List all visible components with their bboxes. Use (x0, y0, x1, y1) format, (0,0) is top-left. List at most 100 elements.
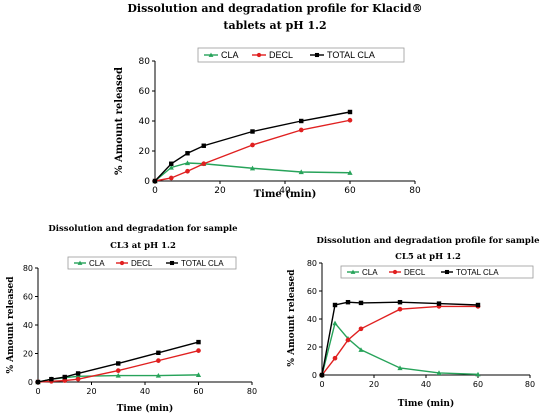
chart-2-data-point (62, 378, 68, 383)
chart-1-x-axis-title: Time (min) (254, 189, 317, 200)
chart-3-series-total-cla (319, 299, 481, 378)
chart-3-legend-box (340, 265, 534, 279)
chart-1-legend-box (197, 47, 405, 63)
chart-3-data-point (475, 302, 481, 308)
chart-1-title-line-1: Dissolution and degradation profile for … (127, 2, 422, 15)
chart-3-x-axis-title: Time (min) (398, 398, 455, 409)
chart-3-legend: CLA DECL TOTAL CLA (340, 265, 534, 279)
chart-3-y-axis-title: % Amount released (287, 269, 297, 367)
chart-2-legend-label: TOTAL CLA (181, 259, 224, 268)
chart-2-data-point (75, 371, 81, 376)
chart-2-legend: CLA DECL TOTAL CLA (67, 256, 237, 270)
chart-1-data-point (299, 118, 304, 124)
chart-1-data-point (168, 164, 174, 170)
chart-1-data-point (347, 170, 353, 175)
chart-2-y-tick-label: 20 (23, 350, 33, 359)
chart-1-data-point (298, 127, 304, 133)
chart-1-y-tick-label: 20 (139, 147, 151, 157)
chart-1-y-tick-label: 80 (139, 57, 151, 67)
chart-1-legend-swatch-marker (314, 52, 320, 58)
chart-1-data-point (185, 151, 190, 156)
chart-1-legend-label: CLA (221, 50, 239, 60)
chart-3-data-point (358, 326, 364, 332)
chart-2-y-axis-title: % Amount released (6, 276, 16, 374)
chart-2-data-point (116, 361, 121, 366)
chart-2-series-total-cla (35, 339, 201, 385)
chart-3: Dissolution and degradation profile for … (287, 236, 540, 409)
chart-3-legend-swatch-marker (444, 269, 450, 275)
chart-1-title-line-2: tablets at pH 1.2 (223, 19, 326, 32)
chart-1-legend-swatch-marker (256, 52, 262, 58)
chart-1-x-tick-label: 80 (409, 186, 421, 196)
chart-1-legend-label: TOTAL CLA (327, 50, 375, 60)
chart-3-data-point (358, 347, 364, 352)
chart-3-x-tick-label: 80 (525, 380, 535, 389)
chart-2-title-line-1: Dissolution and degradation for sample (48, 224, 238, 234)
chart-3-data-point (436, 370, 442, 375)
chart-1-data-point (152, 178, 158, 184)
chart-2-data-point (75, 376, 81, 382)
chart-1-data-point (201, 161, 207, 167)
chart-3-title-line-1: Dissolution and degradation profile for … (317, 236, 541, 246)
chart-2-data-point (156, 358, 161, 363)
chart-2-y-tick-label: 0 (28, 378, 33, 387)
chart-3-y-tick-label: 0 (312, 371, 317, 380)
chart-3-data-point (436, 301, 442, 306)
chart-1-x-tick-label: 60 (344, 186, 356, 196)
chart-2-x-tick-label: 0 (35, 387, 40, 396)
chart-3-y-tick-label: 40 (307, 315, 317, 324)
chart-3-data-point (332, 355, 338, 361)
chart-3-data-point (397, 306, 403, 312)
chart-2: Dissolution and degradation for sample CL… (6, 224, 257, 414)
chart-3-x-tick-label: 40 (421, 380, 431, 389)
chart-1: Dissolution and degradation profile for … (114, 2, 423, 200)
chart-3-series-line (321, 305, 478, 376)
chart-1-x-tick-label: 20 (214, 186, 226, 196)
chart-2-data-point (195, 372, 202, 377)
chart-1-series-decl (152, 117, 353, 184)
chart-3-legend-label: CLA (362, 268, 378, 277)
chart-3-data-point (332, 302, 338, 308)
chart-2-legend-label: CLA (89, 259, 105, 268)
chart-3-x-tick-label: 60 (473, 380, 483, 389)
chart-2-data-point (115, 368, 121, 373)
chart-3-legend-swatch-marker (392, 269, 398, 275)
chart-2-data-point (49, 376, 54, 382)
chart-3-y-tick-label: 80 (307, 259, 317, 268)
chart-1-x-tick-label: 40 (279, 186, 291, 196)
chart-1-data-point (250, 129, 255, 134)
chart-1-data-point (185, 168, 190, 174)
chart-1-legend-label: DECL (269, 50, 293, 60)
chart-3-x-tick-label: 0 (319, 380, 324, 389)
chart-1-data-point (249, 165, 256, 171)
chart-1-y-axis-title: % Amount released (114, 67, 125, 175)
chart-2-data-point (196, 339, 201, 345)
chart-1-data-point (201, 143, 206, 148)
chart-1-legend-swatch-marker (208, 52, 214, 57)
chart-2-legend-swatch-marker (77, 260, 83, 265)
chart-1-series-total-cla (152, 109, 353, 184)
chart-3-y-tick-label: 60 (307, 287, 317, 296)
chart-2-data-point (62, 374, 67, 380)
chart-3-legend-label: DECL (404, 268, 426, 277)
chart-1-series-cla (152, 160, 353, 184)
chart-3-series-line (321, 301, 479, 376)
chart-3-series-cla (319, 320, 481, 378)
chart-1-data-point (298, 169, 304, 175)
chart-2-y-tick-label: 60 (23, 293, 33, 302)
chart-1-data-point (184, 160, 191, 166)
chart-3-data-point (345, 337, 351, 343)
chart-1-data-point (347, 117, 353, 123)
chart-2-legend-swatch-marker (169, 260, 175, 266)
chart-1-data-point (347, 109, 353, 115)
chart-2-x-tick-label: 80 (247, 387, 257, 396)
chart-3-data-point (332, 320, 338, 326)
chart-2-data-point (35, 379, 41, 385)
chart-2-x-tick-label: 20 (86, 387, 96, 396)
chart-1-data-point (250, 142, 255, 148)
chart-3-x-tick-label: 20 (369, 380, 379, 389)
chart-3-data-point (345, 299, 351, 305)
chart-2-series-decl (35, 348, 201, 385)
chart-2-x-tick-label: 40 (140, 387, 150, 396)
chart-3-legend-label: TOTAL CLA (456, 268, 499, 277)
